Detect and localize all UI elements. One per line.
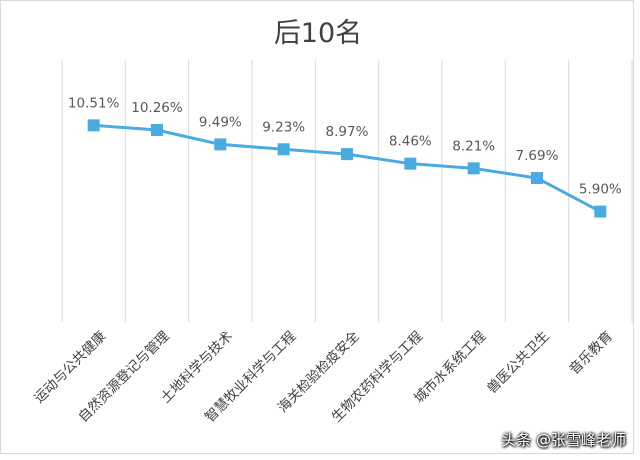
data-labels: 10.51% 10.26% 9.49% 9.23% 8.97% 8.46% 8.21% 7.6…	[68, 95, 622, 197]
data-point	[594, 205, 607, 218]
data-label: 9.23%	[262, 119, 305, 135]
data-point	[87, 119, 100, 132]
series	[87, 119, 607, 218]
watermark: 头条 @张雪峰老师	[501, 431, 626, 449]
data-label: 10.26%	[131, 100, 183, 116]
data-point	[341, 148, 353, 161]
data-label: 8.97%	[326, 124, 369, 140]
data-label: 10.51%	[68, 95, 120, 111]
data-point	[151, 123, 163, 136]
data-point	[214, 138, 227, 151]
chart-title: 后10名	[274, 18, 362, 49]
data-point	[531, 172, 543, 185]
data-label: 9.49%	[199, 114, 242, 130]
chart-area	[0, 0, 634, 454]
data-label: 5.90%	[579, 182, 622, 198]
data-label: 8.46%	[389, 134, 432, 150]
data-point	[277, 143, 290, 156]
data-point	[404, 157, 417, 170]
data-point	[467, 162, 480, 175]
gridlines	[61, 60, 633, 322]
data-label: 7.69%	[516, 148, 559, 164]
data-label: 8.21%	[452, 138, 495, 154]
